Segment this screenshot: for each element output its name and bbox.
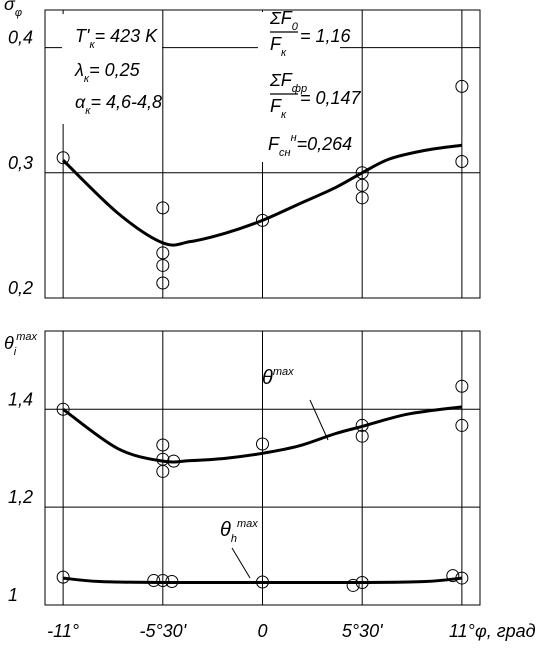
data-point [156, 464, 170, 478]
data-point [355, 575, 369, 589]
data-point [147, 574, 161, 588]
text-part: ΣF [269, 70, 293, 90]
curve-label: θmax [262, 366, 294, 389]
annotation-numerator: ΣFфр [269, 70, 307, 95]
data-point [355, 191, 369, 205]
text-part: F [270, 34, 282, 54]
y-tick-label: 1,4 [8, 389, 33, 409]
data-point [455, 379, 469, 393]
annotation: αк= 4,6-4,8 [75, 92, 162, 117]
text-part: i [14, 346, 17, 358]
text-part: ΣF [269, 8, 293, 28]
y-axis-label: θi max [4, 331, 37, 358]
data-point [355, 166, 369, 180]
text-part: α [75, 92, 86, 112]
text-part: =0,264 [297, 134, 353, 154]
text-part: h [231, 533, 237, 545]
y-axis-label: σφ [4, 0, 22, 19]
annotation: T'к= 423 K [75, 26, 158, 51]
x-tick-label: 0 [257, 621, 267, 641]
annotation-denominator: Fк [270, 96, 287, 121]
text-part: max [237, 518, 258, 530]
x-tick-label: -5°30' [139, 621, 186, 641]
annotation: Fснн=0,264 [268, 132, 352, 159]
y-tick-label: 0,2 [8, 278, 33, 298]
text-part: σ [4, 0, 16, 14]
text-part: = 4,6-4,8 [90, 92, 162, 112]
text-part: н [291, 132, 297, 144]
data-point [256, 575, 269, 589]
text-part: max [273, 366, 294, 378]
text-part: к [281, 109, 287, 121]
data-point [455, 571, 469, 585]
annotation: λк= 0,25 [74, 60, 141, 85]
data-point [446, 569, 460, 583]
annotation-box [62, 14, 162, 124]
data-point [256, 437, 269, 451]
text-part: θ [220, 519, 231, 541]
y-tick-label: 1,2 [8, 487, 33, 507]
text-part: = 0,147 [300, 88, 362, 108]
data-point [56, 151, 70, 165]
text-part: λ [74, 60, 84, 80]
curve [62, 405, 463, 464]
y-tick-label: 0,4 [8, 28, 33, 48]
x-tick-label: -11° [47, 621, 79, 641]
data-point [156, 258, 170, 272]
data-point [256, 213, 269, 227]
data-point [165, 575, 179, 589]
annotation: = 0,147 [300, 88, 362, 108]
data-point [156, 246, 170, 260]
curve [62, 576, 463, 585]
text-part: θ [262, 367, 273, 389]
text-part: = 1,16 [300, 26, 352, 46]
curve [62, 143, 463, 247]
data-point [346, 578, 360, 592]
data-point [156, 276, 170, 290]
text-part: к [84, 73, 90, 85]
data-point [156, 201, 170, 215]
data-point [455, 418, 469, 432]
y-tick-label: 1 [8, 585, 18, 605]
y-tick-label: 0,3 [8, 153, 33, 173]
annotation-box [258, 12, 340, 162]
leader-line [231, 547, 251, 579]
text-part: θ [4, 333, 14, 353]
data-point [355, 429, 369, 443]
leader-line [309, 399, 329, 441]
annotation-denominator: Fк [270, 34, 287, 59]
text-part: к [89, 39, 95, 51]
annotation-numerator: ΣF0 [269, 8, 299, 33]
text-part: к [281, 47, 287, 59]
text-part: F [270, 96, 282, 116]
data-point [355, 178, 369, 192]
text-part: фр [292, 83, 307, 95]
text-part: φ [15, 7, 22, 19]
data-point [455, 79, 469, 93]
data-point [56, 402, 70, 416]
curve-label: θhmax [220, 518, 258, 545]
annotation: = 1,16 [300, 26, 352, 46]
data-point [355, 418, 369, 432]
data-point [167, 454, 181, 468]
x-tick-label: 11° [449, 621, 475, 641]
text-part: = 423 K [95, 26, 159, 46]
data-point [455, 155, 469, 169]
text-part: к [85, 105, 91, 117]
data-point [156, 574, 170, 588]
data-point [56, 570, 70, 584]
x-tick-label: 5°30' [342, 621, 383, 641]
text-part: T' [75, 26, 90, 46]
x-axis-label: φ, град [475, 621, 536, 641]
text-part: F [268, 134, 280, 154]
text-part: max [16, 331, 37, 343]
text-part: сн [279, 147, 291, 159]
text-part: 0 [292, 21, 299, 33]
text-part: = 0,25 [89, 60, 141, 80]
data-point [156, 438, 170, 452]
